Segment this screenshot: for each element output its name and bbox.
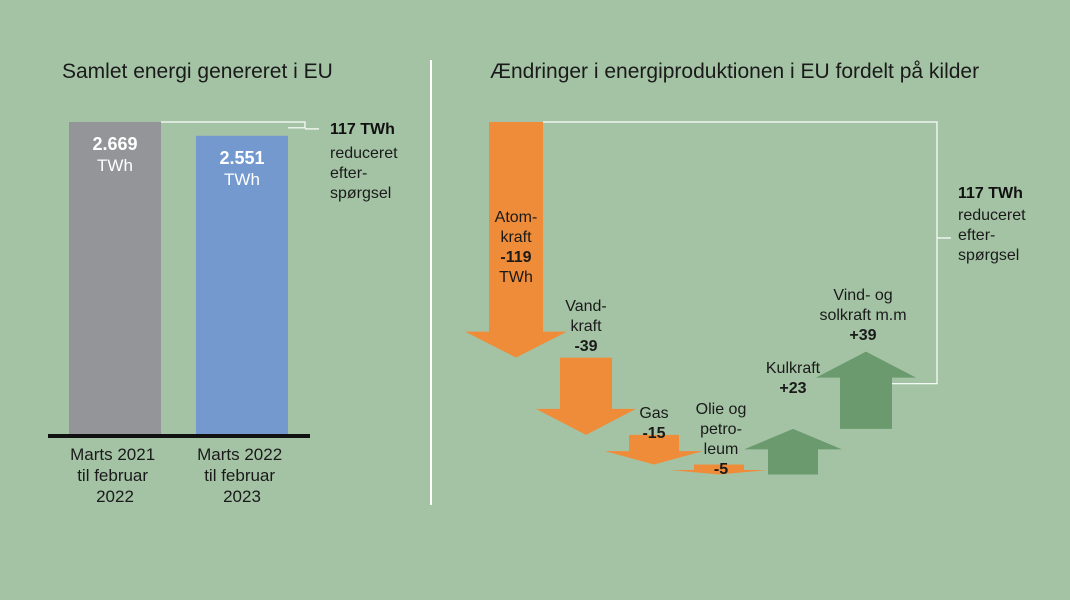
waterfall-arrow-0	[465, 122, 567, 358]
waterfall-arrows: Atom-kraft -119 TWh Vand-kraft -39 Gas -15 Olie…	[465, 122, 951, 478]
right-difference-connector	[543, 121, 938, 385]
category-labels: Marts 2021 til februar 2022 Marts 2022 t…	[70, 445, 287, 506]
bar-value-label-0: 2.669	[92, 134, 137, 154]
waterfall-label-0: Atom-kraft -119 TWh	[495, 209, 538, 286]
bar-1	[196, 135, 288, 434]
waterfall-arrow-4	[744, 428, 842, 475]
waterfall-label-4: Kulkraft +23	[766, 360, 821, 397]
right-annotation-text: reduceret efter- spørgsel	[958, 207, 1030, 264]
bar-unit-label-1: TWh	[224, 170, 260, 189]
left-annotation-text: reduceret efter- spørgsel	[330, 145, 402, 202]
bar-0	[69, 122, 161, 434]
bar-value-label-1: 2.551	[219, 148, 264, 168]
waterfall-arrow-3	[670, 464, 768, 475]
waterfall-label-2: Gas -15	[639, 405, 668, 442]
bar-unit-label-0: TWh	[97, 156, 133, 175]
left-chart-title: Samlet energi genereret i EU	[62, 60, 333, 83]
right-annotation-value: 117 TWh	[958, 185, 1023, 202]
waterfall-label-3: Olie og petro-leum -5	[696, 401, 747, 478]
left-panel: Samlet energi genereret i EU 2.669 TWh 2.5…	[48, 60, 402, 506]
right-panel: Ændringer i energiproduktionen i EU ford…	[465, 60, 1030, 478]
waterfall-label-5: Vind- og solkraft m.m +39	[819, 287, 906, 344]
waterfall-label-1: Vand-kraft -39	[565, 298, 607, 355]
waterfall-arrow-1	[536, 357, 636, 435]
right-annotation: 117 TWh reduceret efter- spørgsel	[958, 185, 1030, 264]
left-annotation: 117 TWh reduceret efter- spørgsel	[330, 121, 402, 202]
right-chart-title: Ændringer i energiproduktionen i EU ford…	[490, 60, 979, 83]
category-label-0: Marts 2021 til februar 2022	[70, 445, 160, 506]
left-annotation-value: 117 TWh	[330, 121, 395, 138]
left-difference-bracket	[161, 121, 306, 129]
left-bars: 2.669 TWh 2.551 TWh	[69, 122, 319, 434]
waterfall-arrow-2	[605, 434, 703, 465]
waterfall-arrow-5	[816, 351, 916, 429]
category-label-1: Marts 2022 til februar 2023	[197, 445, 287, 506]
